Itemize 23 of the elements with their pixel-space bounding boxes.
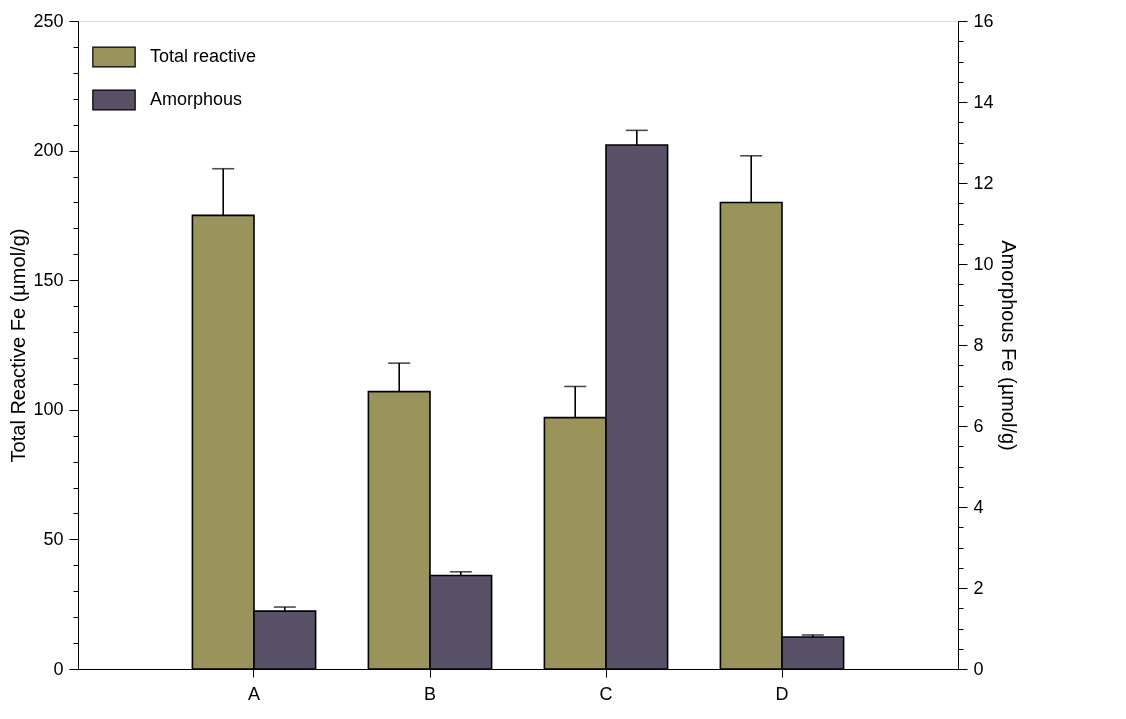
- y2-tick-label: 0: [973, 658, 984, 679]
- y2-axis-title: Amorphous Fe (µmol/g): [997, 240, 1020, 451]
- y-axis-title: Total Reactive Fe (µmol/g): [7, 228, 30, 463]
- y2-tick-label: 8: [973, 334, 984, 355]
- x-tick-label: A: [247, 683, 261, 704]
- x-tick-label: D: [775, 683, 789, 704]
- y2-tick-label: 14: [973, 91, 994, 112]
- legend-label: Amorphous: [150, 89, 243, 109]
- legend-label: Total reactive: [150, 46, 257, 66]
- y2-tick-label: 16: [973, 10, 994, 31]
- y-tick-label: 0: [53, 658, 64, 679]
- x-tick-label: B: [423, 683, 437, 704]
- y2-tick-label: 4: [973, 496, 984, 517]
- x-tick-label: C: [599, 683, 613, 704]
- y-tick-label: 100: [33, 399, 64, 420]
- y-tick-label: 150: [33, 269, 64, 290]
- y-tick-label: 50: [43, 528, 64, 549]
- y2-tick-label: 2: [973, 577, 984, 598]
- y-tick-label: 200: [33, 140, 64, 161]
- y-tick-label: 250: [33, 10, 64, 31]
- y2-tick-label: 6: [973, 415, 984, 436]
- y2-tick-label: 12: [973, 172, 994, 193]
- y2-tick-label: 10: [973, 253, 994, 274]
